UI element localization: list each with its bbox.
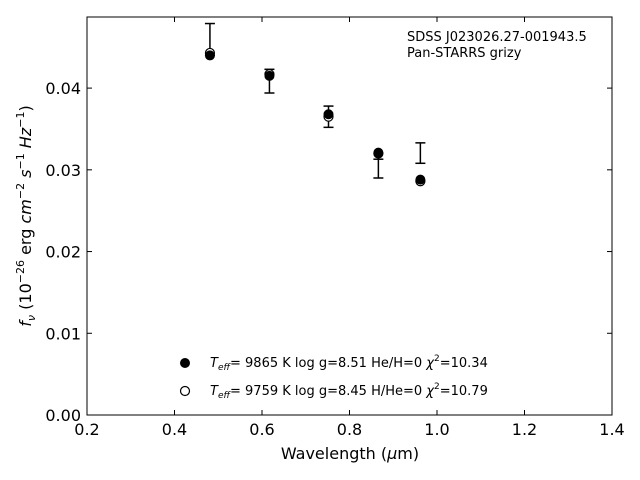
y-tick-label: 0.02 xyxy=(45,243,81,262)
x-tick-label: 1.0 xyxy=(424,420,449,439)
model-point-filled xyxy=(264,70,275,81)
model-point-filled xyxy=(415,174,426,185)
annotation-survey: Pan-STARRS grizy xyxy=(407,46,522,61)
model-point-filled xyxy=(323,109,334,120)
observed-error-bar xyxy=(415,142,426,165)
y-axis: 0.00 0.01 0.02 0.03 0.04 xyxy=(45,79,612,425)
model-point-filled xyxy=(204,50,215,61)
x-axis: 0.2 0.4 0.6 0.8 1.0 1.2 1.4 xyxy=(74,17,625,439)
y-axis-title: fν (10−26 erg cm−2 s−1 Hz−1) xyxy=(14,105,38,326)
x-tick-label: 0.6 xyxy=(249,420,274,439)
x-tick-label: 0.2 xyxy=(74,420,99,439)
legend-label-filled: Teff= 9865 K log g=8.51 He/H=0 χ2=10.34 xyxy=(210,354,488,373)
annotation-object-name: SDSS J023026.27-001943.5 xyxy=(407,30,587,45)
legend-label-open: Teff= 9759 K log g=8.45 H/He=0 χ2=10.79 xyxy=(210,382,488,401)
model-point-filled xyxy=(373,147,384,158)
legend: Teff= 9865 K log g=8.51 He/H=0 χ2=10.34 … xyxy=(179,354,488,401)
x-tick-label: 1.2 xyxy=(512,420,537,439)
legend-marker-filled xyxy=(180,358,190,368)
plot-area xyxy=(204,22,426,187)
legend-marker-open xyxy=(179,385,191,397)
x-tick-label: 0.4 xyxy=(162,420,187,439)
y-tick-label: 0.03 xyxy=(45,161,81,180)
y-tick-label: 0.00 xyxy=(45,406,81,425)
y-tick-label: 0.04 xyxy=(45,79,81,98)
y-tick-label: 0.01 xyxy=(45,324,81,343)
observed-error-bar xyxy=(373,158,384,179)
x-axis-title: Wavelength (μm) xyxy=(281,444,419,463)
x-tick-label: 0.8 xyxy=(337,420,362,439)
x-tick-label: 1.4 xyxy=(599,420,624,439)
